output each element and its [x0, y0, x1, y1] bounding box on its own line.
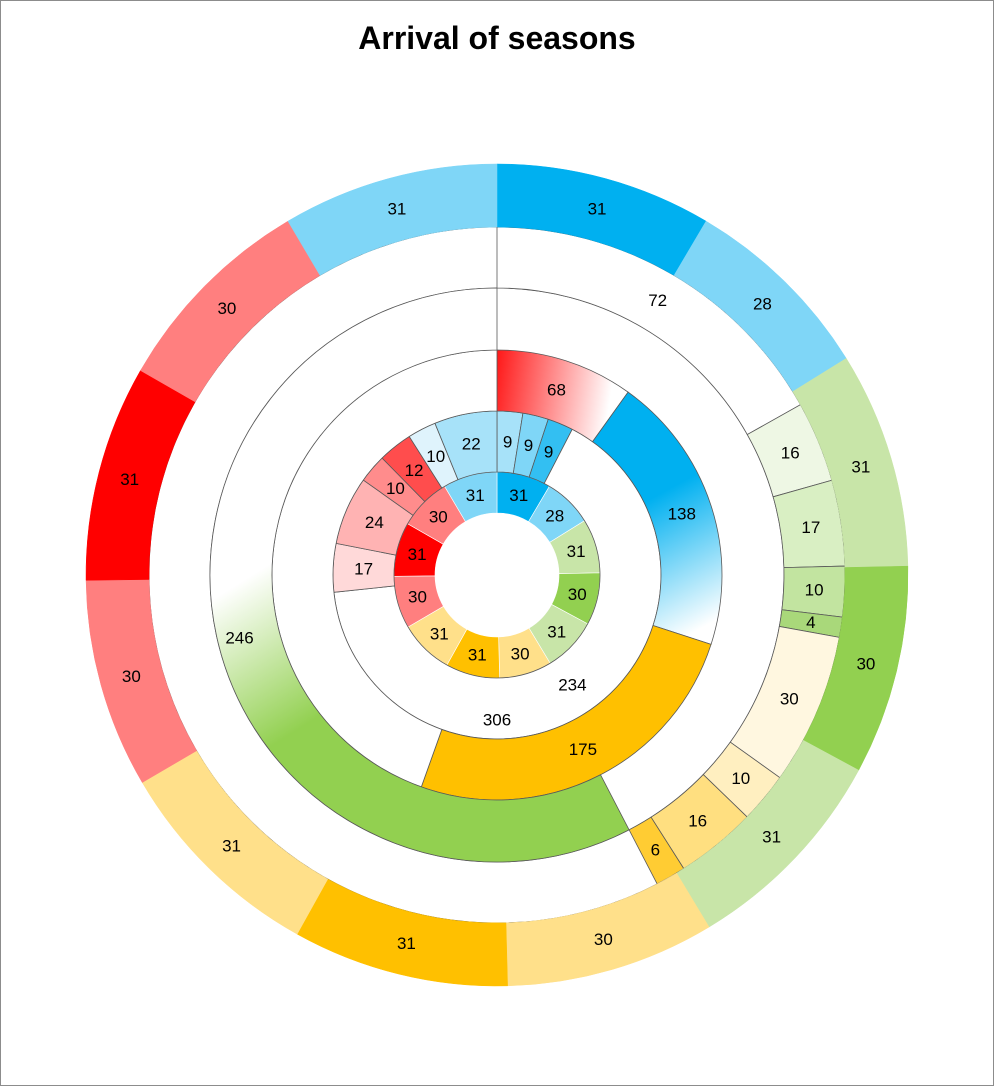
data-label-months_outer-8: 30: [122, 667, 141, 686]
donut-hole: [456, 534, 538, 616]
data-label-months_outer-9: 31: [120, 470, 139, 489]
chart-title: Arrival of seasons: [358, 20, 636, 56]
data-label-cold_detail_inner-1: 9: [524, 436, 533, 455]
data-label-months_inner-9: 31: [408, 545, 427, 564]
data-label-months_outer-11: 31: [387, 199, 406, 218]
data-label-warm_detail-7: 16: [688, 812, 707, 831]
data-label-warm_detail-8: 6: [651, 841, 660, 860]
data-label-cold_detail_inner-2: 9: [544, 442, 553, 461]
data-label-season_arcs-1: 138: [668, 505, 696, 524]
data-label-cold_detail_inner-5: 24: [365, 513, 384, 532]
data-label-months_inner-8: 30: [408, 588, 427, 607]
segment-months_outer-8: [85, 579, 197, 783]
segment-months_outer-6: [296, 878, 508, 987]
data-label-cold_detail_inner-3: 234: [558, 676, 586, 695]
data-label-months_inner-5: 30: [511, 645, 530, 664]
data-label-months_outer-6: 31: [397, 934, 416, 953]
data-label-months_outer-10: 30: [217, 299, 236, 318]
data-label-cold_detail_inner-6: 10: [386, 479, 405, 498]
data-label-months_inner-2: 31: [567, 542, 586, 561]
data-label-warm_detail-5: 30: [780, 689, 799, 708]
data-label-months_outer-4: 31: [762, 827, 781, 846]
data-label-months_outer-5: 30: [594, 930, 613, 949]
data-label-season_arcs-2: 175: [569, 740, 597, 759]
data-label-warm_detail-6: 10: [731, 769, 750, 788]
data-label-warm_detail-9: 246: [225, 628, 253, 647]
data-label-cold_detail_inner-4: 17: [354, 560, 373, 579]
data-label-warm_detail-2: 17: [801, 518, 820, 537]
segment-months_outer-9: [85, 370, 196, 581]
data-label-warm_detail-4: 4: [806, 613, 815, 632]
data-label-months_inner-1: 28: [545, 507, 564, 526]
data-label-cold_detail_inner-8: 10: [426, 447, 445, 466]
data-label-cold_detail_inner-9: 22: [462, 435, 481, 454]
data-label-months_inner-7: 31: [430, 624, 449, 643]
data-label-warm_detail-3: 10: [805, 581, 824, 600]
data-label-warm_detail-0: 72: [648, 291, 667, 310]
data-label-months_inner-6: 31: [468, 646, 487, 665]
data-label-months_inner-11: 31: [466, 486, 485, 505]
data-label-months_inner-0: 31: [509, 486, 528, 505]
segment-warm_detail-9: [209, 287, 630, 863]
data-label-season_arcs-0: 68: [547, 380, 566, 399]
segment-months_outer-11: [287, 163, 498, 276]
data-label-cold_detail_inner-7: 12: [405, 461, 424, 480]
data-label-season_arcs-3: 306: [483, 711, 511, 730]
data-label-months_inner-4: 31: [547, 622, 566, 641]
data-label-months_outer-7: 31: [222, 837, 241, 856]
data-label-months_inner-3: 30: [568, 585, 587, 604]
data-label-months_outer-0: 31: [588, 199, 607, 218]
data-label-months_outer-1: 28: [753, 294, 772, 313]
data-label-warm_detail-1: 16: [781, 444, 800, 463]
data-label-cold_detail_inner-0: 9: [503, 432, 512, 451]
data-label-months_outer-2: 31: [851, 458, 870, 477]
data-label-months_outer-3: 30: [856, 654, 875, 673]
data-label-months_inner-10: 30: [429, 508, 448, 527]
